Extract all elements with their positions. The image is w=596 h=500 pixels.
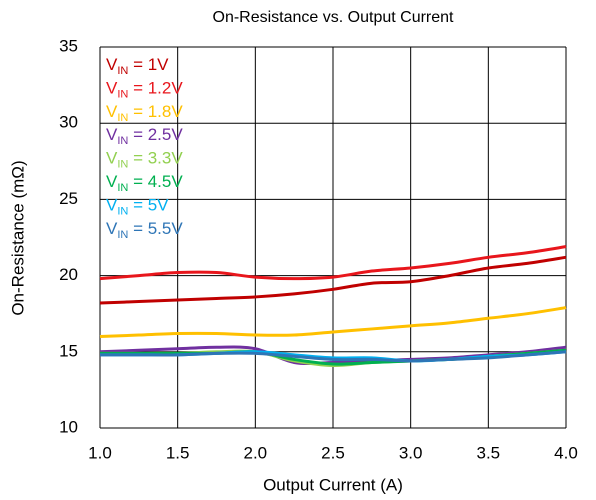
- legend-entry: VIN = 1.8V: [106, 102, 183, 123]
- y-tick-label: 20: [59, 265, 78, 284]
- legend-entry: VIN = 1V: [106, 55, 169, 76]
- legend-text-part: = 3.3V: [128, 149, 183, 168]
- legend-entry: VIN = 3.3V: [106, 149, 183, 170]
- series-line: [99, 245, 567, 281]
- legend-text-part: IN: [117, 182, 128, 194]
- legend-text-part: V: [106, 149, 118, 168]
- legend-text-part: V: [106, 102, 118, 121]
- legend-text-part: = 1.8V: [128, 102, 183, 121]
- y-tick-label: 15: [59, 341, 78, 360]
- legend-entry: VIN = 2.5V: [106, 126, 183, 147]
- legend-text-part: V: [106, 55, 118, 74]
- legend-text-part: IN: [117, 88, 128, 100]
- y-axis-label: On-Resistance (mΩ): [8, 160, 27, 315]
- series-line: [100, 350, 567, 363]
- legend-text-part: = 2.5V: [128, 126, 183, 145]
- x-tick-label: 2.0: [244, 443, 268, 462]
- legend-entry: VIN = 5.5V: [106, 219, 183, 240]
- legend-text-part: = 4.5V: [128, 172, 183, 191]
- legend-text-part: IN: [117, 112, 128, 124]
- legend-text-part: V: [106, 126, 118, 145]
- legend-text-part: IN: [117, 159, 128, 171]
- legend-text-part: V: [106, 219, 118, 238]
- y-tick-label: 10: [59, 417, 78, 436]
- y-tick-label: 35: [59, 36, 78, 55]
- legend-text-part: IN: [117, 229, 128, 241]
- legend-entry: VIN = 1.2V: [106, 79, 183, 100]
- x-tick-label: 1.5: [166, 443, 190, 462]
- legend-text-part: = 1.2V: [128, 79, 183, 98]
- series-line: [99, 306, 567, 339]
- series-line: [99, 345, 567, 366]
- chart-title: On-Resistance vs. Output Current: [213, 9, 455, 26]
- y-tick-label: 30: [59, 113, 78, 132]
- legend-text-part: = 5V: [128, 196, 169, 215]
- legend-text-part: V: [106, 172, 118, 191]
- x-tick-label: 2.5: [321, 443, 345, 462]
- x-tick-label: 3.0: [399, 443, 423, 462]
- x-tick-label: 4.0: [554, 443, 578, 462]
- legend-text-part: V: [106, 79, 118, 98]
- x-tick-label: 1.0: [88, 443, 112, 462]
- legend-text-part: = 5.5V: [128, 219, 183, 238]
- legend-entry: VIN = 5V: [106, 196, 169, 217]
- legend-text-part: = 1V: [128, 55, 169, 74]
- x-axis-label: Output Current (A): [263, 475, 403, 494]
- legend-text-part: V: [106, 196, 118, 215]
- x-tick-label: 3.5: [477, 443, 501, 462]
- legend-text-part: IN: [117, 205, 128, 217]
- series-line: [99, 255, 567, 305]
- legend-text-part: IN: [117, 65, 128, 77]
- y-tick-label: 25: [59, 189, 78, 208]
- legend-entry: VIN = 4.5V: [106, 172, 183, 193]
- legend-text-part: IN: [117, 135, 128, 147]
